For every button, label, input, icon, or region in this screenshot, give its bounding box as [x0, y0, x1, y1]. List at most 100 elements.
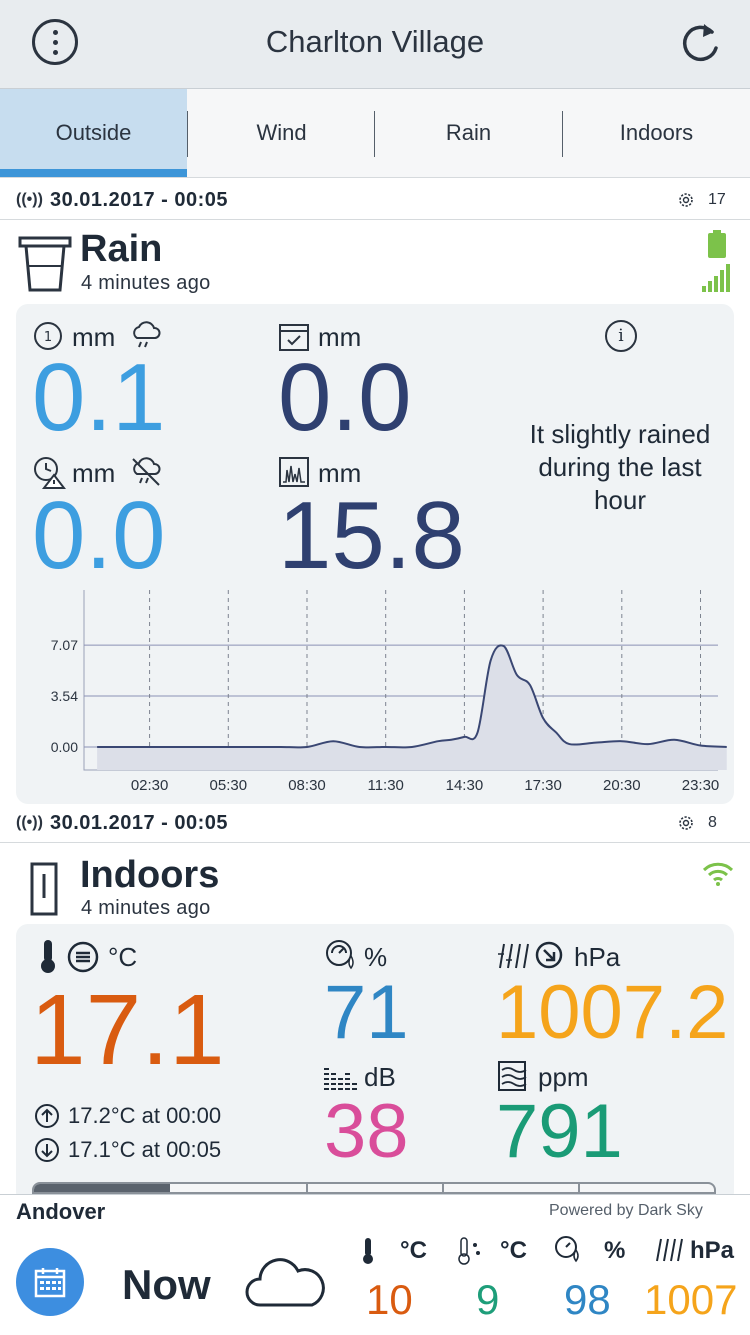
signal-icon: ((•)) — [16, 191, 43, 208]
indoor-co2-value: 791 — [496, 1089, 623, 1174]
rain-m4-value: 15.8 — [278, 482, 465, 589]
chart-xtick-label: 17:30 — [524, 777, 562, 794]
chart-xtick-label: 11:30 — [367, 777, 403, 794]
signal-strength-icon — [702, 264, 730, 292]
rain-m4-unit: mm — [318, 458, 362, 488]
average-icon — [67, 941, 99, 973]
pressure-icon — [498, 943, 529, 969]
indoor-sensor-icon — [30, 862, 58, 916]
indoor-pressure-unit: hPa — [574, 942, 621, 972]
rain-m3-unit: mm — [72, 458, 116, 488]
tab-outside[interactable]: Outside — [0, 89, 187, 177]
forecast-calendar-button[interactable] — [16, 1248, 84, 1316]
chart-xtick-label: 05:30 — [210, 777, 248, 794]
chart-ytick-label: 3.54 — [51, 688, 78, 704]
indoors-title: Indoors — [80, 854, 220, 896]
gear-icon[interactable] — [676, 190, 696, 210]
indoor-temp-min: 17.1°C at 00:05 — [68, 1137, 222, 1162]
tab-divider — [187, 111, 188, 157]
indoor-temp-max: 17.2°C at 00:00 — [68, 1103, 222, 1128]
forecast-temp-unit: °C — [400, 1237, 427, 1264]
page-indicator-active — [34, 1184, 170, 1192]
chart-ytick-label: 0.00 — [51, 739, 78, 755]
indoors-timestamp: 30.01.2017 - 00:05 — [50, 812, 229, 834]
page-indicator[interactable] — [32, 1182, 716, 1194]
rain-message: It slightly rained during the last hour — [529, 419, 711, 515]
indoors-updated: 4 minutes ago — [81, 897, 211, 919]
chart-line — [97, 644, 727, 749]
gear-icon[interactable] — [676, 813, 696, 833]
sensor-count: 8 — [708, 814, 717, 831]
co2-icon — [498, 1061, 527, 1091]
calendar-check-icon — [279, 324, 309, 351]
indoors-station-row: ((•)) 30.01.2017 - 00:05 8 — [0, 806, 750, 843]
rain-m2-unit: mm — [318, 322, 362, 352]
page-indicator-divider — [578, 1184, 580, 1192]
forecast-pressure-unit: hPa — [690, 1237, 735, 1264]
chart-area — [97, 645, 727, 770]
rain-m1-value: 0.1 — [32, 344, 166, 451]
indoor-temp-value: 17.1 — [30, 974, 225, 1086]
tab-wind[interactable]: Wind — [256, 120, 307, 145]
more-menu-icon[interactable] — [32, 19, 78, 65]
chart-xtick-label: 08:30 — [288, 777, 326, 794]
humidity-gauge-icon — [555, 1236, 579, 1263]
rain-station-row: ((•)) 30.01.2017 - 00:05 17 — [0, 183, 750, 220]
thermometer-icon — [41, 940, 55, 973]
rain-chart: 7.07 3.54 0.00 02:30 05:30 08:30 11:30 14:30 17… — [51, 590, 727, 794]
pressure-icon — [656, 1238, 683, 1262]
wifi-icon — [702, 862, 734, 886]
forecast-pressure-value: 1007 — [644, 1276, 738, 1323]
tab-divider — [374, 111, 375, 157]
forecast-humidity-unit: % — [604, 1237, 626, 1264]
indoor-humidity-unit: % — [364, 942, 388, 972]
refresh-icon[interactable] — [676, 18, 724, 66]
info-icon[interactable]: i — [605, 320, 637, 352]
tab-divider — [562, 111, 563, 157]
indoors-panel — [16, 924, 734, 1204]
alarm-clock-warning-icon — [34, 457, 66, 489]
histogram-icon — [279, 457, 309, 487]
forecast-location: Andover — [16, 1199, 106, 1224]
indoor-noise-value: 38 — [324, 1089, 409, 1174]
rain-timestamp: 30.01.2017 - 00:05 — [50, 189, 229, 211]
rain-gauge-icon — [18, 236, 72, 292]
forecast-dewpoint-unit: °C — [500, 1237, 527, 1264]
chart-xtick-label: 14:30 — [446, 777, 484, 794]
chart-xtick-label: 02:30 — [131, 777, 169, 794]
rain-m2-value: 0.0 — [278, 344, 412, 451]
cloud-icon — [245, 1258, 325, 1307]
noise-level-icon — [324, 1068, 357, 1090]
signal-icon: ((•)) — [16, 814, 43, 831]
dewpoint-icon — [458, 1237, 480, 1265]
rain-title: Rain — [80, 228, 163, 270]
rain-m1-unit: mm — [72, 322, 116, 352]
rain-m3-value: 0.0 — [32, 482, 166, 589]
rain-cloud-icon — [133, 321, 161, 348]
forecast-temp-value: 10 — [366, 1276, 413, 1323]
calendar-icon — [34, 1268, 66, 1298]
forecast-bar: Andover Powered by Dark Sky Now °C 10 °C… — [0, 1194, 750, 1335]
page-indicator-divider — [442, 1184, 444, 1192]
arrow-down-circle-icon — [35, 1138, 59, 1162]
sensor-count: 17 — [708, 191, 726, 208]
chart-ytick-label: 7.07 — [51, 637, 78, 653]
forecast-now-label: Now — [122, 1261, 211, 1308]
indoor-co2-unit: ppm — [538, 1062, 589, 1092]
indoor-noise-unit: dB — [364, 1062, 396, 1092]
page-indicator-divider — [306, 1184, 308, 1192]
thermometer-icon — [363, 1238, 373, 1264]
indoor-temp-unit: °C — [108, 942, 138, 972]
trend-down-icon — [535, 941, 563, 969]
indoor-humidity-value: 71 — [324, 970, 409, 1055]
rain-panel — [16, 304, 734, 804]
tab-rain[interactable]: Rain — [445, 120, 492, 145]
no-rain-cloud-icon — [132, 457, 161, 486]
forecast-dewpoint-value: 9 — [476, 1276, 500, 1323]
indoor-pressure-value: 1007.2 — [496, 970, 729, 1055]
tab-indoors[interactable]: Indoors — [619, 120, 694, 145]
svg-text:1: 1 — [44, 330, 52, 345]
page-title: Charlton Village — [265, 24, 485, 59]
tab-bar: Outside Wind Rain Indoors — [0, 89, 750, 178]
powered-by[interactable]: Powered by Dark Sky — [549, 1202, 703, 1219]
